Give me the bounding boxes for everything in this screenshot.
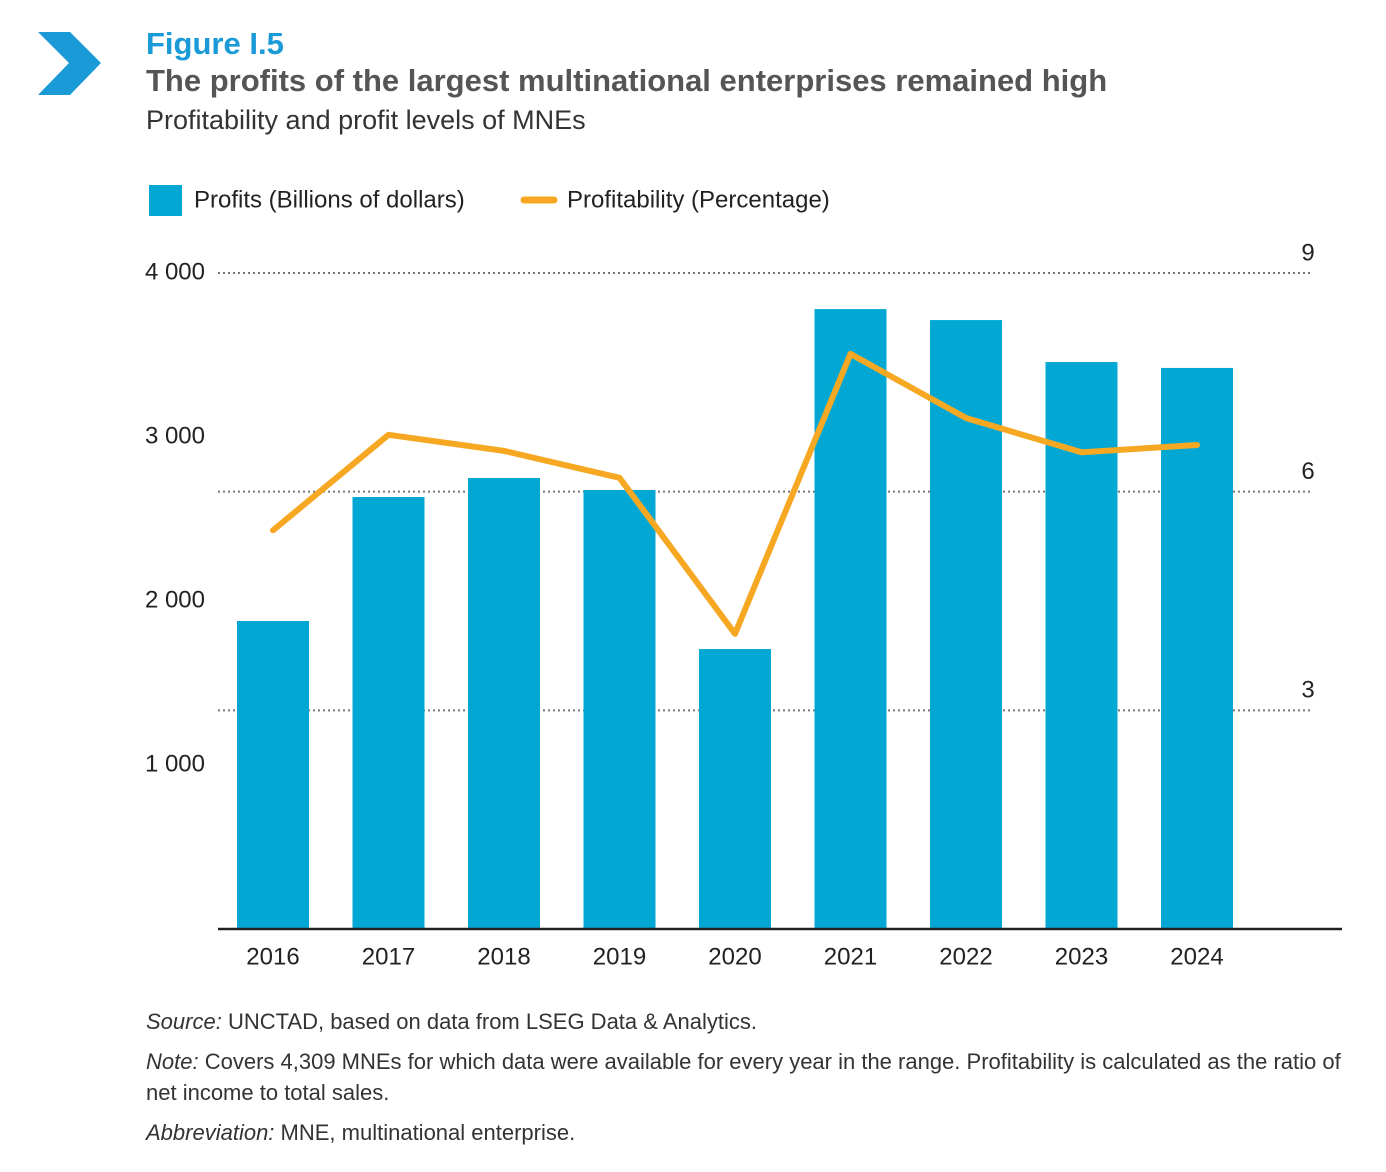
- x-tick-label: 2024: [1170, 943, 1223, 970]
- chart: Figure I.5 The profits of the largest mu…: [38, 26, 1342, 970]
- y-tick-label: 4 000: [145, 258, 205, 285]
- note-prefix: Note:: [146, 1049, 199, 1074]
- legend-label: Profits (Billions of dollars): [194, 186, 465, 213]
- bar: [1161, 367, 1233, 929]
- x-tick-label: 2023: [1055, 943, 1108, 970]
- note: Source: UNCTAD, based on data from LSEG …: [146, 1006, 1346, 1037]
- line: [270, 350, 1200, 637]
- y2-tick-label: 3: [1301, 677, 1314, 704]
- y2-tick-label: 6: [1301, 458, 1314, 485]
- bar: [930, 320, 1002, 929]
- chart-subtitle: Profitability and profit levels of MNEs: [146, 105, 586, 135]
- x-tick-label: 2022: [939, 943, 992, 970]
- bar: [1045, 362, 1118, 929]
- note: Note: Covers 4,309 MNEs for which data w…: [146, 1046, 1346, 1108]
- x-tick-label: 2017: [362, 943, 415, 970]
- bar: [814, 309, 887, 930]
- legend-label: Profitability (Percentage): [567, 186, 830, 213]
- y2-tick-label: 9: [1301, 239, 1314, 266]
- note: Abbreviation: MNE, multinational enterpr…: [146, 1117, 1346, 1148]
- bar: [468, 478, 540, 929]
- x-tick-label: 2021: [824, 943, 877, 970]
- figure-label: Figure I.5: [146, 26, 284, 61]
- x-tick-label: 2018: [477, 943, 530, 970]
- bar: [352, 497, 425, 929]
- bar: [699, 649, 771, 929]
- notes: Source: UNCTAD, based on data from LSEG …: [146, 1006, 1346, 1157]
- legend-swatch: [149, 185, 182, 216]
- y-tick-label: 1 000: [145, 750, 205, 777]
- note-text: Covers 4,309 MNEs for which data were av…: [146, 1049, 1341, 1105]
- x-tick-label: 2020: [708, 943, 761, 970]
- bar: [583, 489, 656, 929]
- x-tick-label: 2016: [246, 943, 299, 970]
- bar: [237, 621, 309, 929]
- chevron-icon: [38, 32, 101, 95]
- note-prefix: Source:: [146, 1009, 222, 1034]
- y-tick-label: 2 000: [145, 586, 205, 613]
- note-text: UNCTAD, based on data from LSEG Data & A…: [221, 1009, 757, 1034]
- x-tick-label: 2019: [593, 943, 646, 970]
- note-text: MNE, multinational enterprise.: [274, 1120, 576, 1145]
- y-tick-label: 3 000: [145, 422, 205, 449]
- chart-title: The profits of the largest multinational…: [146, 63, 1107, 98]
- note-prefix: Abbreviation:: [146, 1120, 275, 1145]
